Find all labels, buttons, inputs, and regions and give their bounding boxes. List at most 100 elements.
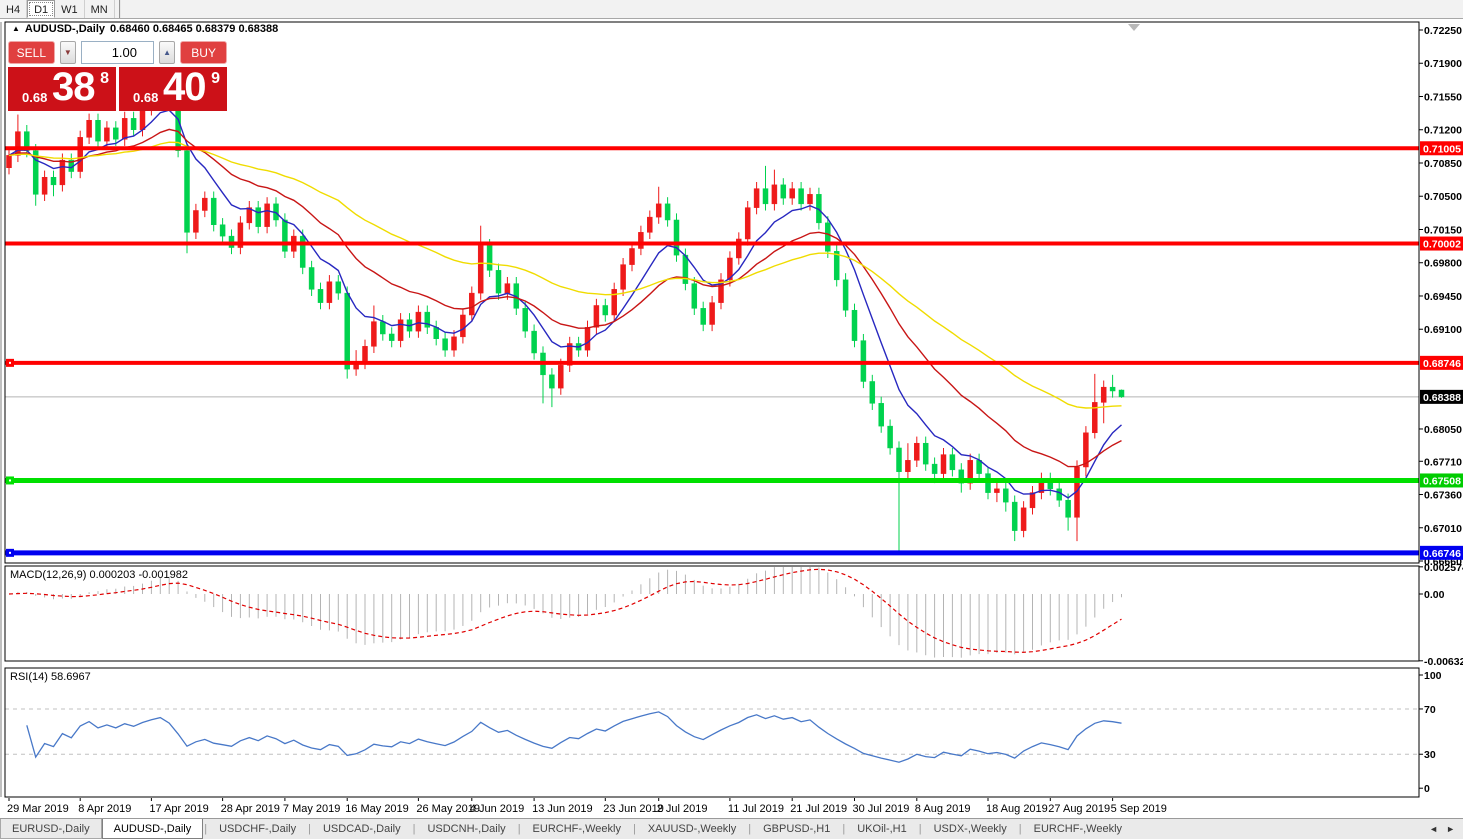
svg-text:13 Jun 2019: 13 Jun 2019 <box>532 803 593 815</box>
chart-ohlc-values: 0.68460 0.68465 0.68379 0.68388 <box>110 23 279 35</box>
chart-tab-gbpusd-h1[interactable]: GBPUSD-,H1 <box>763 823 831 835</box>
chart-tab-usdcad-daily[interactable]: USDCAD-,Daily <box>322 823 401 835</box>
chart-shift-marker-icon[interactable] <box>1128 24 1140 31</box>
macd-signal-line <box>8 568 1122 653</box>
main-pane-border <box>4 21 1420 564</box>
timeframe-toolbar: H4 D1 W1 MN <box>0 0 1463 19</box>
timeframe-button-d1[interactable]: D1 <box>27 0 56 18</box>
chart-canvas[interactable]: 0.72250 0.71900 0.71550 0.71200 0.70850 0.705… <box>0 20 1463 823</box>
macd-signal-value: -0.001982 <box>138 569 188 581</box>
svg-text:0.67010: 0.67010 <box>1424 523 1462 535</box>
chart-tab-eurchf-weekly[interactable]: EURCHF-,Weekly <box>1033 823 1123 835</box>
svg-text:0.69450: 0.69450 <box>1424 291 1462 303</box>
svg-text:0.71005: 0.71005 <box>1423 143 1461 155</box>
volume-decrease-button[interactable]: ▼ <box>59 41 76 64</box>
sell-price-prefix: 0.68 <box>22 90 48 105</box>
svg-text:0.71900: 0.71900 <box>1424 58 1462 70</box>
chart-tab-usdchf-daily[interactable]: USDCHF-,Daily <box>219 823 297 835</box>
buy-price-prefix: 0.68 <box>133 90 159 105</box>
svg-text:8 Apr 2019: 8 Apr 2019 <box>78 803 131 815</box>
candlestick-series <box>6 72 1125 551</box>
rsi-indicator-label: RSI(14) 58.6967 <box>10 671 91 683</box>
triangle-down-icon: ▼ <box>63 48 72 57</box>
svg-text:0.71550: 0.71550 <box>1424 91 1462 103</box>
price-level-label: 0.70002 <box>1420 236 1463 251</box>
svg-text:0.00: 0.00 <box>1424 589 1445 601</box>
svg-text:27 Aug 2019: 27 Aug 2019 <box>1048 803 1110 815</box>
chart-tab-eurchf-weekly[interactable]: EURCHF-,Weekly <box>532 823 621 835</box>
chart-tab-usdx-weekly[interactable]: USDX-,Weekly <box>933 823 1007 835</box>
svg-text:-0.006326: -0.006326 <box>1424 656 1463 668</box>
svg-text:0.67360: 0.67360 <box>1424 490 1462 502</box>
svg-text:0.66746: 0.66746 <box>1423 548 1461 560</box>
collapse-triangle-icon[interactable]: ▲ <box>12 24 20 33</box>
one-click-trading-panel: SELL ▼ ▲ BUY 0.68 38 8 0.68 40 9 <box>8 41 227 111</box>
svg-text:11 Jul 2019: 11 Jul 2019 <box>728 803 784 815</box>
buy-price-main: 40 <box>163 65 206 109</box>
chart-title: ▲ AUDUSD-,Daily 0.68460 0.68465 0.68379 … <box>12 23 278 35</box>
sell-price-pip: 8 <box>100 70 109 87</box>
toolbar-separator <box>115 0 121 18</box>
svg-text:100: 100 <box>1424 670 1442 682</box>
volume-input[interactable] <box>81 41 154 64</box>
svg-text:7 May 2019: 7 May 2019 <box>283 803 340 815</box>
svg-text:26 May 2019: 26 May 2019 <box>416 803 480 815</box>
svg-text:0.68746: 0.68746 <box>1423 358 1461 370</box>
svg-text:16 May 2019: 16 May 2019 <box>345 803 409 815</box>
buy-button[interactable]: BUY <box>180 41 227 64</box>
svg-text:0.70500: 0.70500 <box>1424 191 1462 203</box>
chart-tab-xauusd-weekly[interactable]: XAUUSD-,Weekly <box>647 823 737 835</box>
timeframe-button-h4[interactable]: H4 <box>0 0 28 18</box>
volume-increase-button[interactable]: ▲ <box>159 41 176 64</box>
price-level-label: 0.68746 <box>1420 355 1463 370</box>
svg-text:30 Jul 2019: 30 Jul 2019 <box>853 803 910 815</box>
macd-axis: 0.002574 0.00 -0.006326 <box>1419 562 1463 668</box>
chart-tab-audusd-daily[interactable]: AUDUSD-,Daily <box>101 819 204 839</box>
svg-text:0.67710: 0.67710 <box>1424 456 1462 468</box>
chart-tab-ukoil-h1[interactable]: UKOil-,H1 <box>857 823 907 835</box>
svg-text:0.70002: 0.70002 <box>1423 239 1461 251</box>
tabs-scroll-left-icon[interactable]: ◄ <box>1429 824 1439 834</box>
svg-text:4 Jun 2019: 4 Jun 2019 <box>470 803 524 815</box>
svg-text:29 Mar 2019: 29 Mar 2019 <box>7 803 69 815</box>
tab-separator: | <box>842 823 846 835</box>
svg-text:0.68388: 0.68388 <box>1423 392 1461 404</box>
buy-price-tile[interactable]: 0.68 40 9 <box>119 65 227 111</box>
sell-button[interactable]: SELL <box>8 41 55 64</box>
svg-text:30: 30 <box>1424 749 1436 761</box>
macd-name: MACD(12,26,9) <box>10 569 87 581</box>
macd-histogram <box>17 567 1122 658</box>
timeframe-button-w1[interactable]: W1 <box>55 0 85 18</box>
timeframe-button-mn[interactable]: MN <box>85 0 115 18</box>
date-axis[interactable]: 29 Mar 2019 8 Apr 2019 17 Apr 2019 28 Apr 2… <box>7 798 1167 815</box>
svg-text:0.71200: 0.71200 <box>1424 125 1462 137</box>
svg-text:0.72250: 0.72250 <box>1424 25 1462 37</box>
svg-text:0.002574: 0.002574 <box>1424 562 1463 574</box>
sell-price-main: 38 <box>52 65 95 109</box>
svg-text:70: 70 <box>1424 704 1436 716</box>
rsi-pane-border <box>4 667 1420 798</box>
tab-separator: | <box>748 823 752 835</box>
price-level-label: 0.67508 <box>1420 473 1463 488</box>
tab-separator: | <box>632 823 636 835</box>
svg-text:17 Apr 2019: 17 Apr 2019 <box>149 803 208 815</box>
svg-text:0.67508: 0.67508 <box>1423 475 1461 487</box>
svg-text:21 Jul 2019: 21 Jul 2019 <box>790 803 847 815</box>
tab-separator: | <box>204 823 208 835</box>
tabs-scroll-right-icon[interactable]: ► <box>1446 824 1455 834</box>
tab-separator: | <box>1018 823 1022 835</box>
ma-line-20 <box>8 128 1122 468</box>
sell-price-tile[interactable]: 0.68 38 8 <box>8 65 116 111</box>
rsi-line <box>26 711 1122 763</box>
chart-tab-usdcnh-daily[interactable]: USDCNH-,Daily <box>427 823 506 835</box>
svg-text:18 Aug 2019: 18 Aug 2019 <box>986 803 1048 815</box>
tab-separator: | <box>308 823 311 835</box>
svg-text:0.68050: 0.68050 <box>1424 424 1462 436</box>
macd-main-value: 0.000203 <box>89 569 136 581</box>
rsi-axis: 100 70 30 0 <box>1419 670 1442 795</box>
triangle-up-icon: ▲ <box>163 48 172 57</box>
rsi-value: 58.6967 <box>50 671 91 683</box>
svg-text:2 Jul 2019: 2 Jul 2019 <box>657 803 708 815</box>
chart-tab-eurusd-daily[interactable]: EURUSD-,Daily <box>0 819 102 839</box>
svg-text:8 Aug 2019: 8 Aug 2019 <box>915 803 971 815</box>
